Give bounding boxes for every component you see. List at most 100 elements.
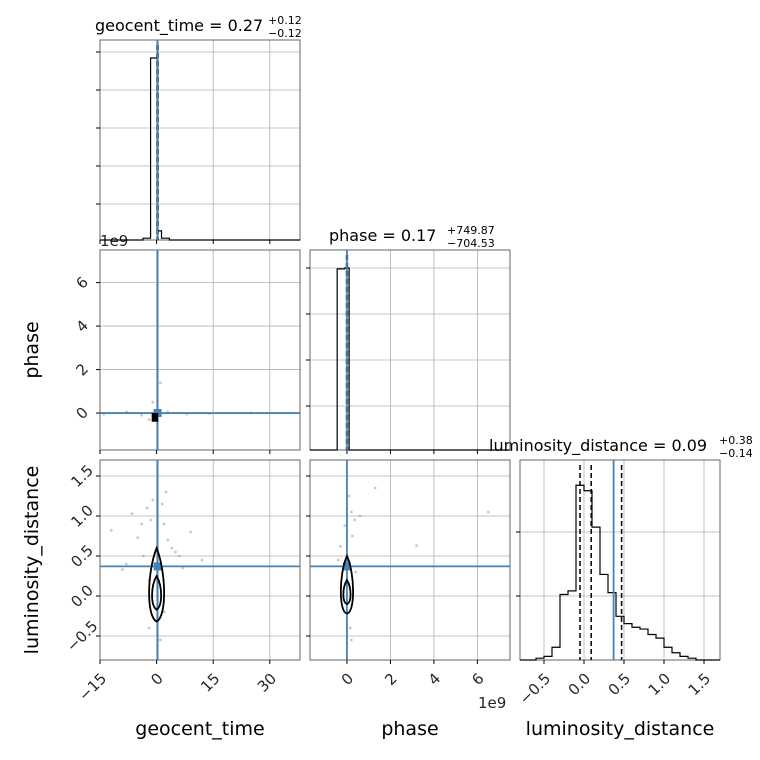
xtick-label-phase-2: 4 [425,670,444,689]
sample-point-0 [347,494,351,498]
axes-frame-2-0 [99,459,301,661]
grid-2-0 [99,460,300,660]
grid-2-1 [310,460,510,660]
xlabel-phase: phase [381,718,438,740]
sample-point-9 [151,498,155,502]
xtick-label-luminosity_distance-0: −0.5 [516,670,554,708]
sample-point-6 [141,554,145,558]
grid-2-2 [520,460,720,660]
sample-point-2 [140,413,143,417]
title-luminosity-distance-plus: +0.38 [719,434,753,447]
sample-point-1 [349,510,353,514]
sample-point-7 [151,400,155,404]
grid-0-0 [99,40,300,240]
sample-point-11 [162,522,166,526]
ytick-label-phase-1: 2 [72,360,91,379]
sample-point-17 [189,530,192,534]
title-geocent-time-plus: +0.12 [268,14,302,27]
sample-point-21 [158,638,162,642]
sample-point-19 [121,568,125,571]
xtick-label-geocent_time-1: 0 [147,670,166,689]
sample-point-22 [162,610,166,614]
truth-point [342,562,351,571]
sample-point-15 [177,554,181,558]
title-phase-minus: −704.53 [447,237,495,250]
sample-point-1 [109,529,113,532]
title-geocent-time: geocent_time = 0.27 [95,16,263,36]
xtick-label-luminosity_distance-3: 1.0 [645,670,675,700]
title-luminosity-distance: luminosity_distance = 0.09 [489,436,707,456]
ytick-label-phase-2: 4 [72,317,91,336]
histogram-phase [310,267,510,451]
title-phase-plus: +749.87 [447,224,495,237]
panel-phase-vs-luminosity_distance [310,460,510,660]
panel-geocent_time-vs-phase [100,250,300,450]
sample-point-12 [336,558,340,562]
xlabel-luminosity-distance: luminosity_distance [526,718,715,740]
density-core [151,413,159,422]
xtick-label-luminosity_distance-2: 0.5 [605,670,635,700]
ylabel-luminosity-distance: luminosity_distance [21,466,43,655]
sample-point-8 [415,544,418,547]
sample-point-13 [170,546,174,550]
grid-1-0 [99,250,300,450]
sample-point-6 [158,381,162,385]
sample-point-23 [149,518,153,522]
truth-point [153,562,162,571]
xtick-label-phase-1: 2 [381,670,400,689]
title-luminosity-distance-minus: −0.14 [719,447,753,460]
ytick-label-phase-0: 0 [72,403,91,422]
sample-point-13 [354,570,358,574]
ytick-label-luminosity_distance-1: 0.0 [67,581,97,611]
contour-inner [151,574,163,611]
axes-frame-2-2 [519,459,721,661]
title-geocent-time-minus: −0.12 [268,27,302,40]
sample-point-2 [125,562,128,566]
panel-geocent_time-vs-luminosity_distance [100,460,300,660]
axes-frame-1-0 [99,249,301,451]
xtick-label-geocent_time-2: 15 [197,670,223,696]
ytick-label-luminosity_distance-0: −0.5 [63,617,101,655]
histogram-luminosity_distance [520,484,720,661]
sample-point-4 [136,536,140,539]
xlabel-geocent-time: geocent_time [135,718,264,740]
sample-point-3 [147,418,151,421]
xtick-label-luminosity_distance-1: 0.0 [565,670,595,700]
ytick-label-luminosity_distance-4: 1.5 [67,461,97,491]
sample-point-12 [166,538,170,542]
sample-point-14 [174,550,177,554]
sample-point-10 [348,626,352,630]
sample-point-6 [358,514,362,518]
sample-point-3 [130,512,134,515]
xtick-label-phase-0: 0 [338,670,357,689]
sample-point-9 [486,510,490,514]
contour-outer [148,545,166,623]
sample-point-2 [353,518,356,522]
xtick-label-geocent_time-0: −15 [75,670,110,705]
sample-point-5 [140,522,143,526]
sample-point-10 [160,502,164,506]
sample-point-3 [343,524,347,527]
contour-outer [339,553,354,615]
sample-point-18 [200,558,204,562]
contour-inner [342,578,352,605]
sample-point-20 [147,626,151,630]
sample-point-7 [145,506,149,510]
sample-point-5 [339,545,342,548]
ytick-label-luminosity_distance-2: 0.5 [67,541,97,571]
grid-1-1 [310,250,510,450]
sample-point-4 [350,534,354,538]
sample-point-24 [164,490,168,494]
xtick-label-geocent_time-3: 30 [254,670,280,696]
ytick-label-phase-3: 6 [72,273,91,292]
ylabel-phase: phase [21,321,43,378]
title-phase: phase = 0.17 [329,226,436,245]
offset-label-geocent-time: 1e9 [100,232,128,250]
ytick-label-luminosity_distance-3: 1.0 [67,501,97,531]
sample-point-7 [373,486,377,490]
xtick-label-luminosity_distance-4: 1.5 [685,670,715,700]
axes-frame-2-1 [309,459,511,661]
sample-point-11 [349,638,353,642]
axes-frame-1-1 [309,249,511,451]
